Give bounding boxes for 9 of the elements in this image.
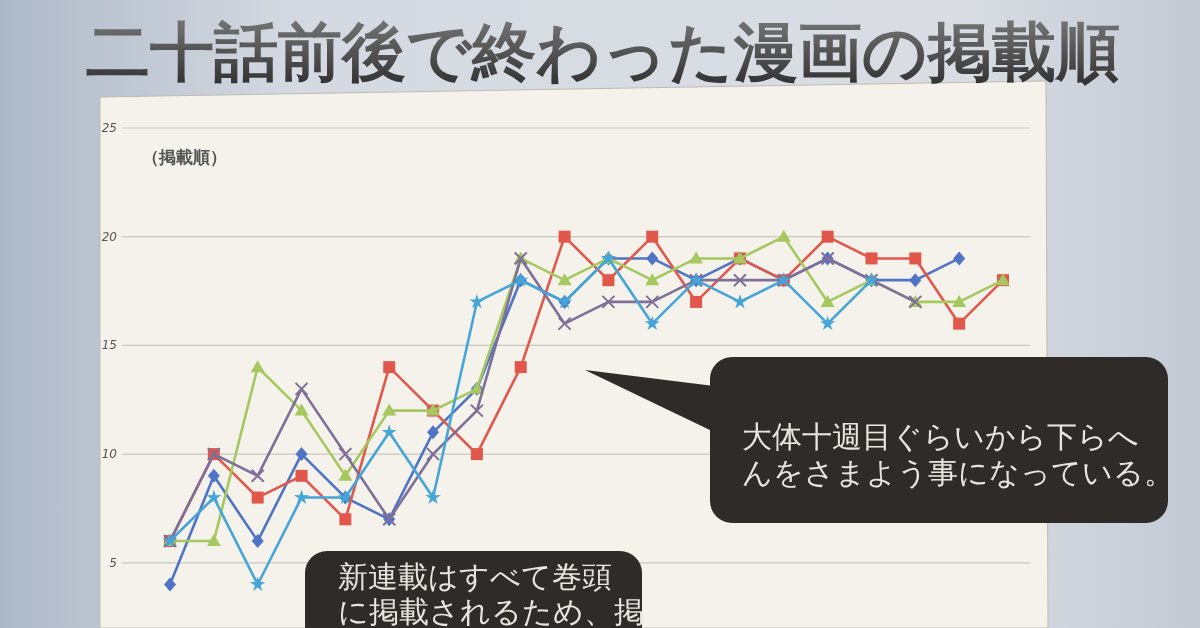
y-tick-label: 10 <box>101 447 118 462</box>
y-tick-label: 20 <box>101 229 118 244</box>
chart-title: 二十話前後で終わった漫画の掲載順 <box>86 14 1120 89</box>
y-tick-label: 15 <box>101 338 117 353</box>
annotation: 大体十週目ぐらいから下らへんをさまよう事になっている。 <box>742 419 1174 490</box>
y-tick-label: 5 <box>109 555 117 570</box>
y-axis-title: （掲載順） <box>142 147 227 167</box>
y-tick-label: 25 <box>101 121 117 135</box>
annotation: 新連載はすべて巻頭に掲載されるため、掲 <box>338 559 644 628</box>
